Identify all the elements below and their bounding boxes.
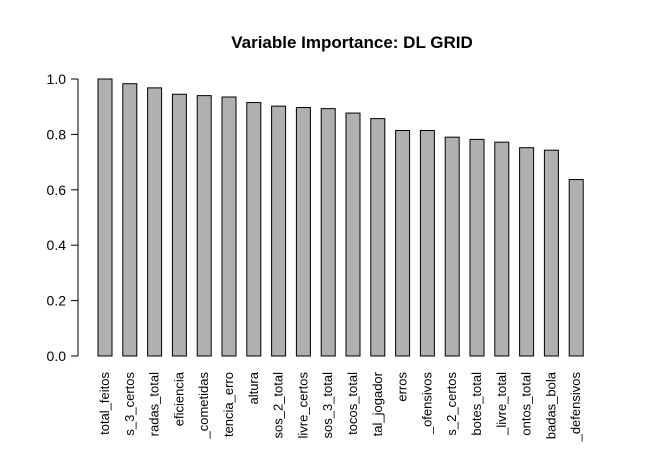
category-label: _ofensivos [419, 372, 434, 436]
bar-_livre_total [494, 141, 510, 357]
x-labels: total_feitos s_3_certos radas_total eficien… [97, 371, 583, 442]
category-label: total_feitos [97, 372, 112, 435]
category-label: sos_2_total [271, 372, 286, 439]
y-tick-label: 0.8 [47, 126, 67, 142]
chart-title: Variable Importance: DL GRID [231, 33, 473, 52]
bar-botes_total [469, 138, 485, 357]
category-label: s_3_certos [122, 372, 137, 436]
bar-_cometidas [196, 95, 212, 357]
y-axis: 0.0 0.2 0.4 0.6 0.8 1.0 [47, 71, 79, 364]
category-label: erros [395, 372, 410, 402]
bar-sos_2_total [271, 105, 287, 357]
bar-sos_3_total [320, 108, 336, 357]
bar-ontos_total [519, 147, 535, 357]
bar-_defensivos [568, 179, 584, 357]
bar-tal_jogador [370, 118, 386, 357]
bar-_ofensivos [419, 130, 435, 357]
category-label: tocos_total [345, 372, 360, 435]
y-tick-label: 1.0 [47, 71, 67, 87]
category-label: sos_3_total [320, 372, 335, 439]
category-label: tal_jogador [370, 371, 385, 436]
bar-radas_total [147, 87, 163, 357]
category-label: _defensivos [568, 372, 583, 443]
bar-livre_certos [295, 107, 311, 357]
category-label: altura [246, 371, 261, 404]
bar-erros [395, 130, 411, 357]
category-label: _cometidas [196, 372, 211, 440]
bar-s_3_certos [122, 83, 138, 357]
bar-total_feitos [97, 78, 113, 357]
y-tick-label: 0.0 [47, 348, 67, 364]
category-label: s_2_certos [444, 372, 459, 436]
category-label: badas_bola [543, 371, 558, 439]
bar-altura [246, 102, 262, 357]
category-label: radas_total [147, 372, 162, 436]
category-label: _livre_total [494, 372, 509, 436]
category-label: ontos_total [519, 372, 534, 436]
y-tick-label: 0.2 [47, 293, 67, 309]
bar-s_2_certos [444, 136, 460, 357]
y-tick-label: 0.4 [47, 237, 67, 253]
category-label: livre_certos [295, 372, 310, 439]
y-tick-label: 0.6 [47, 182, 67, 198]
bar-tencia_erro [221, 96, 237, 357]
category-label: botes_total [469, 372, 484, 436]
bar-eficiencia [171, 93, 187, 357]
bar-tocos_total [345, 112, 361, 357]
bar-badas_bola [543, 149, 559, 357]
bars [97, 78, 584, 357]
category-label: tencia_erro [221, 372, 236, 437]
category-label: eficiencia [171, 371, 186, 426]
